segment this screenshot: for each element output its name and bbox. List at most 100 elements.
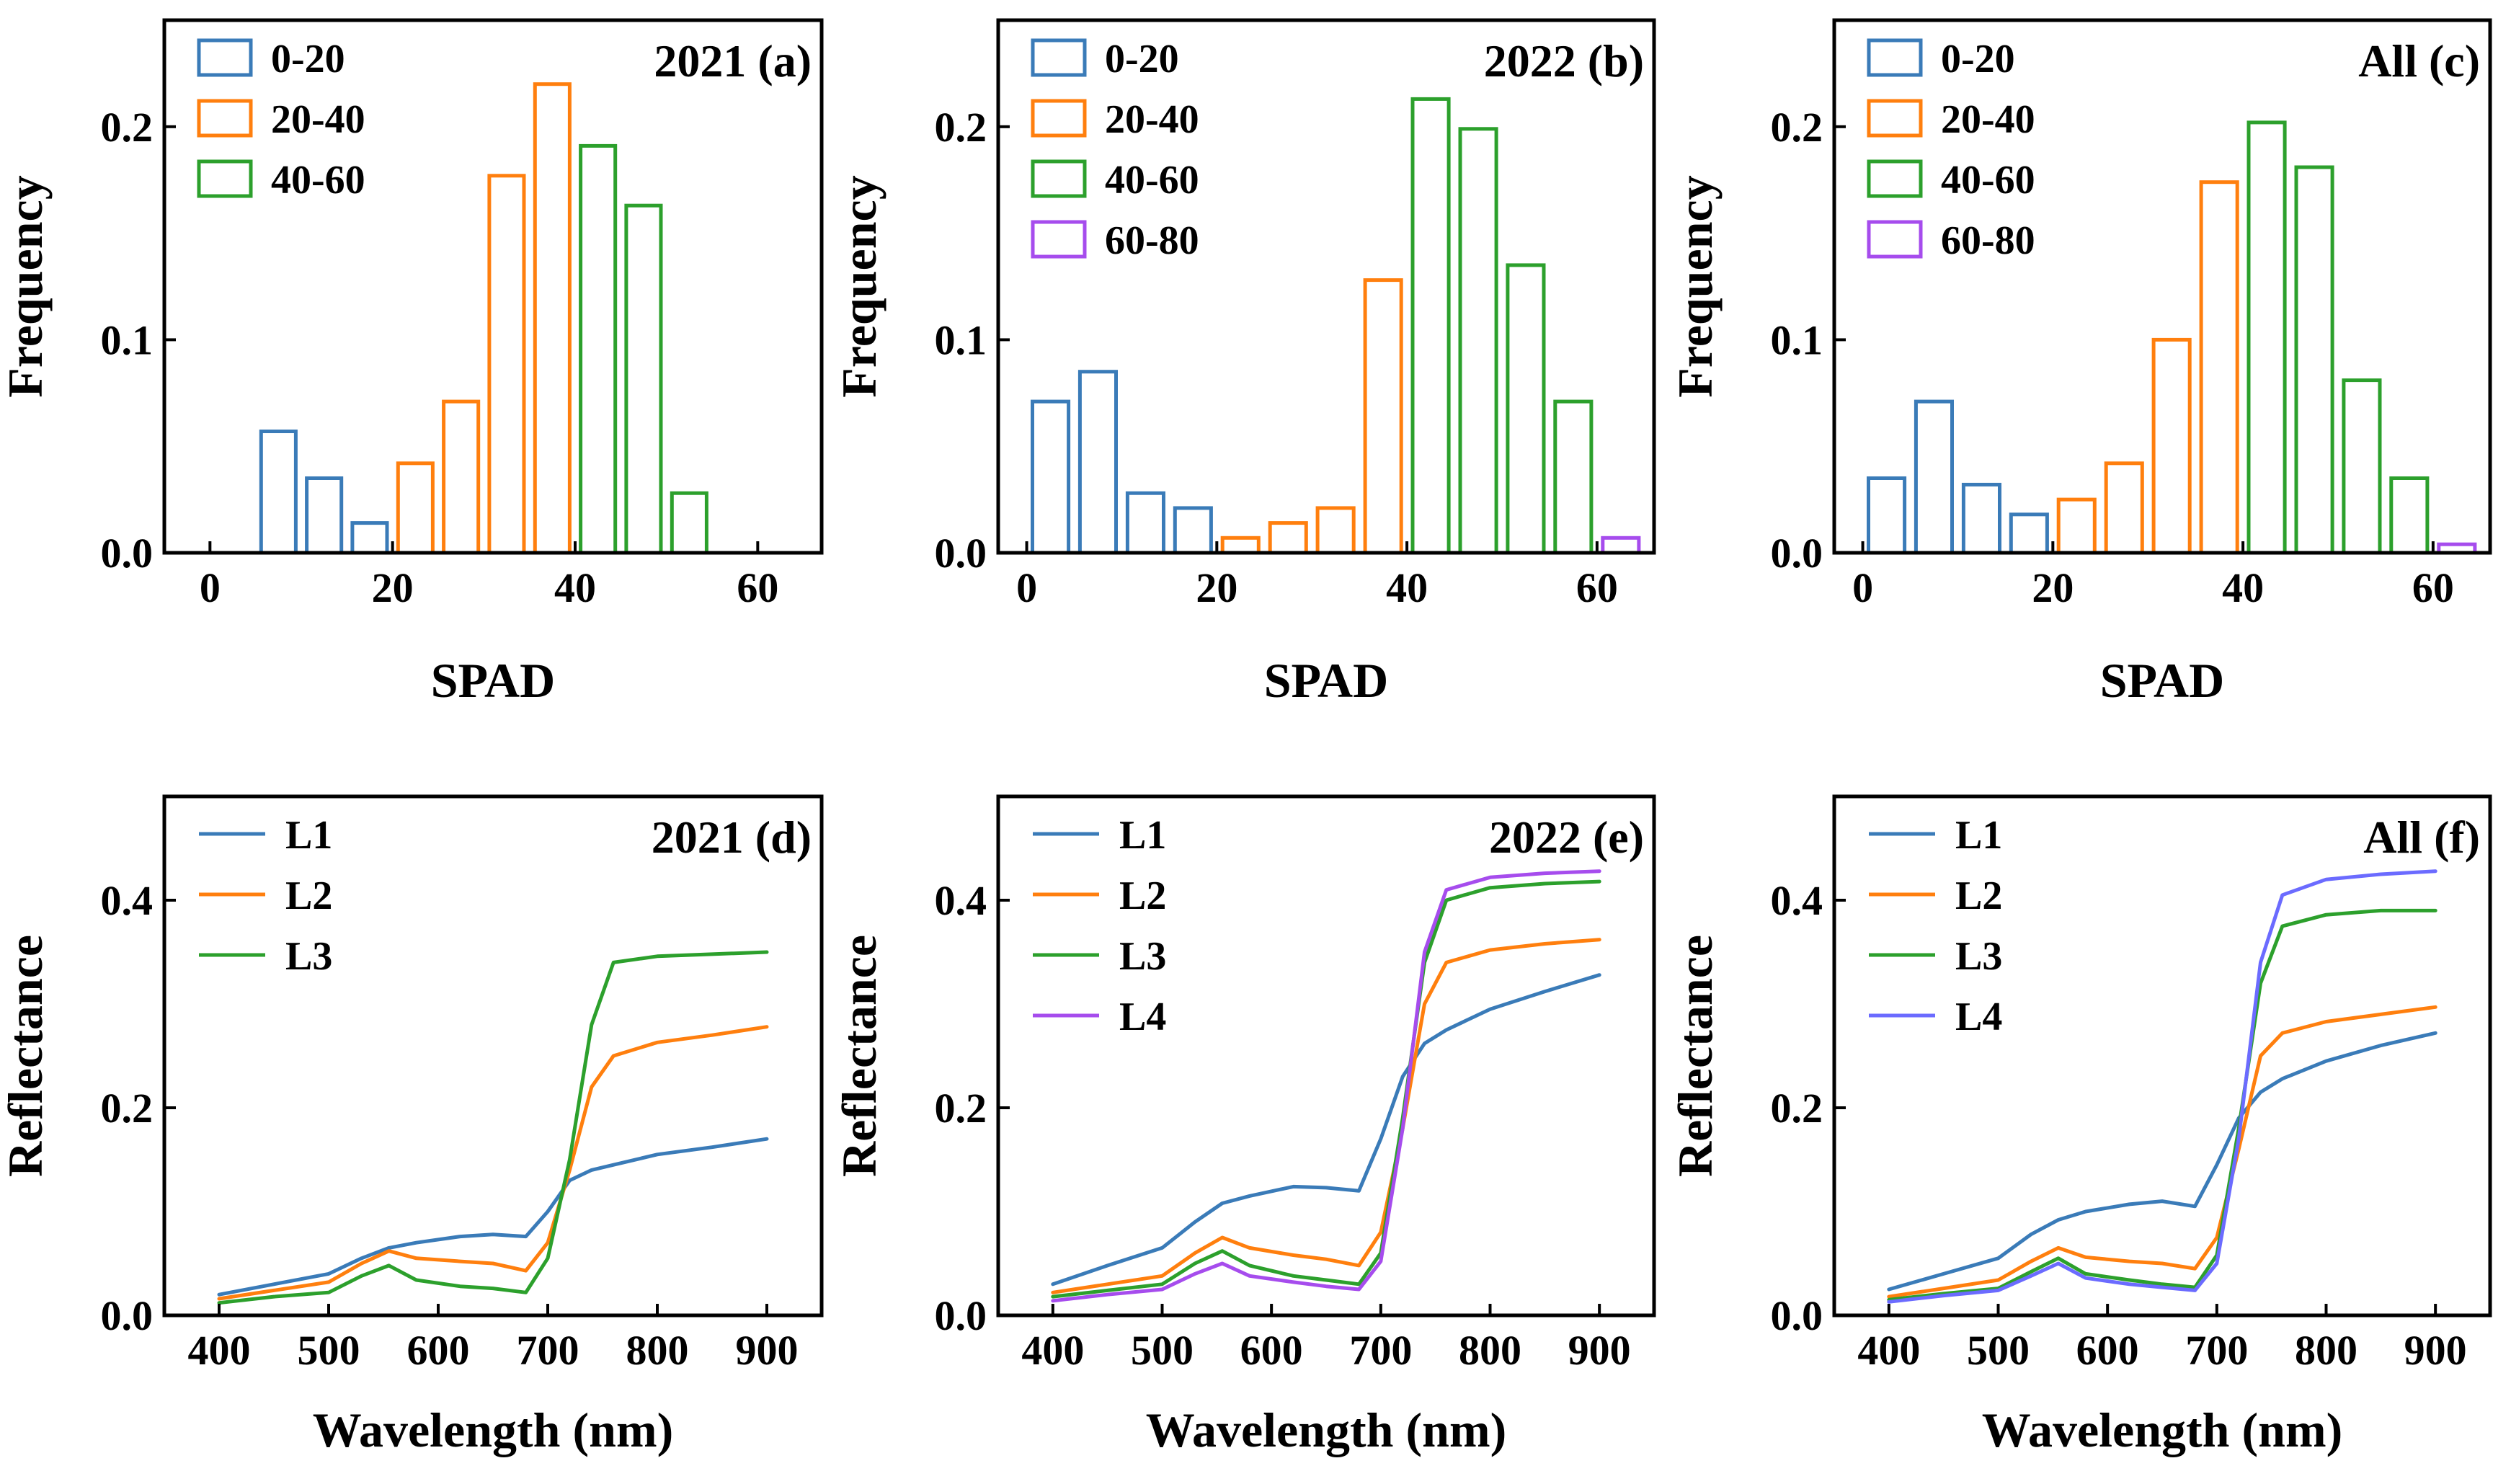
y-tick-label-b-2: 0.2 (935, 104, 987, 151)
x-tick-label-e-1: 500 (1131, 1327, 1194, 1374)
y-tick-label-a-0: 0.0 (101, 530, 154, 577)
x-tick-label-d-4: 800 (626, 1327, 689, 1374)
legend-label-f-1: L2 (1955, 874, 2002, 918)
x-tick-label-d-0: 400 (188, 1327, 251, 1374)
x-axis-label-b: SPAD (1264, 653, 1389, 708)
legend-label-f-2: L3 (1955, 934, 2002, 979)
bar-a-9 (670, 491, 708, 555)
bar-b-8 (1410, 97, 1451, 555)
x-tick-label-e-2: 600 (1240, 1327, 1303, 1374)
legend-label-a-1: 20-40 (271, 97, 365, 142)
legend-label-a-0: 0-20 (271, 37, 345, 81)
bar-b-7 (1363, 278, 1403, 555)
x-tick-label-c-1: 20 (2032, 564, 2074, 611)
legend-label-e-2: L3 (1119, 934, 1166, 979)
legend-label-e-1: L2 (1119, 874, 1166, 918)
panel-title-a: 2021 (a) (654, 35, 812, 86)
x-tick-label-b-2: 40 (1386, 564, 1428, 611)
legend-label-b-1: 20-40 (1105, 97, 1199, 142)
panel-title-e: 2022 (e) (1489, 812, 1644, 863)
legend-swatch-b-2 (1031, 159, 1087, 198)
x-tick-label-c-3: 60 (2412, 564, 2454, 611)
y-tick-label-c-0: 0.0 (1771, 530, 1823, 577)
lines-f (1887, 869, 2437, 1304)
bar-a-8 (624, 203, 663, 555)
y-axis-label-f: Reflectance (1668, 935, 1723, 1177)
panel-b: 0 20 40 60 0.0 0.1 0.2 SPAD Frequency 2022 (b) 0-2… (832, 18, 1656, 708)
bar-c-2 (1961, 482, 2001, 555)
legend-label-a-2: 40-60 (271, 158, 365, 203)
x-tick-label-a-1: 20 (372, 564, 414, 611)
bar-c-5 (2104, 461, 2144, 555)
y-tick-label-f-2: 0.4 (1771, 877, 1823, 924)
y-tick-label-e-1: 0.2 (935, 1085, 987, 1132)
legend-label-c-1: 20-40 (1941, 97, 2035, 142)
x-tick-label-f-2: 600 (2076, 1327, 2139, 1374)
y-tick-label-d-1: 0.2 (101, 1085, 154, 1132)
x-tick-label-a-0: 0 (200, 564, 221, 611)
series-line-f-l2 (1887, 1005, 2437, 1299)
bar-c-3 (2009, 512, 2049, 555)
bar-b-0 (1031, 399, 1071, 555)
series-line-f-l4 (1887, 869, 2437, 1304)
legend-swatch-b-1 (1031, 99, 1087, 138)
y-axis-label-b: Frequency (832, 175, 886, 398)
legend-d: L1 L2 L3 (199, 813, 332, 979)
axes-frame-f (1832, 794, 2492, 1318)
legend-label-e-0: L1 (1119, 813, 1166, 858)
x-tick-label-c-2: 40 (2222, 564, 2264, 611)
legend-label-c-0: 0-20 (1941, 37, 2015, 81)
bar-b-9 (1458, 127, 1498, 555)
y-tick-label-e-0: 0.0 (935, 1292, 987, 1339)
y-axis-label-c: Frequency (1668, 175, 1723, 398)
series-line-e-l1 (1051, 973, 1601, 1287)
axes-frame-b (996, 18, 1656, 555)
series-line-d-l3 (217, 950, 769, 1305)
y-axis-label-a: Frequency (0, 175, 53, 398)
x-tick-label-c-0: 0 (1852, 564, 1873, 611)
y-tick-label-a-1: 0.1 (101, 316, 154, 363)
bar-c-4 (2056, 497, 2097, 555)
legend-f: L1 L2 L3 L4 (1869, 813, 2002, 1039)
y-tick-label-f-1: 0.2 (1771, 1085, 1823, 1132)
y-axis-label-e: Reflectance (832, 935, 886, 1177)
x-axis-label-e: Wavelength (nm) (1146, 1403, 1507, 1457)
panel-title-b: 2022 (b) (1484, 35, 1644, 86)
bar-a-2 (350, 521, 389, 555)
x-axis-label-f: Wavelength (nm) (1982, 1403, 2343, 1457)
y-tick-label-b-1: 0.1 (935, 316, 987, 363)
bar-c-11 (2389, 476, 2430, 555)
legend-label-f-3: L4 (1955, 995, 2002, 1039)
legend-label-b-3: 60-80 (1105, 218, 1199, 263)
x-tick-label-d-2: 600 (407, 1327, 470, 1374)
bar-c-9 (2294, 165, 2334, 555)
bar-b-2 (1125, 491, 1166, 555)
x-tick-label-b-0: 0 (1016, 564, 1037, 611)
bar-b-12 (1601, 536, 1641, 555)
legend-a: 0-20 20-40 40-60 (197, 37, 365, 203)
series-line-d-l1 (217, 1137, 769, 1297)
panel-d: 400 500 600 700 800 900 0.0 0.2 0.4 Wavelength (n… (0, 794, 824, 1457)
x-tick-label-e-4: 800 (1459, 1327, 1521, 1374)
x-tick-label-f-0: 400 (1857, 1327, 1920, 1374)
bar-a-4 (442, 399, 481, 555)
bar-c-1 (1914, 399, 1954, 555)
x-tick-label-e-5: 900 (1568, 1327, 1631, 1374)
series-line-d-l2 (217, 1025, 769, 1301)
legend-b: 0-20 20-40 40-60 60-80 (1031, 37, 1199, 263)
legend-label-b-0: 0-20 (1105, 37, 1179, 81)
y-tick-label-f-0: 0.0 (1771, 1292, 1823, 1339)
axes-frame-c (1832, 18, 2492, 555)
panel-title-d: 2021 (d) (652, 812, 812, 863)
bar-b-4 (1220, 536, 1261, 555)
x-tick-label-d-5: 900 (736, 1327, 799, 1374)
legend-swatch-b-0 (1031, 38, 1087, 77)
x-tick-label-d-3: 700 (517, 1327, 579, 1374)
bar-b-6 (1315, 506, 1356, 555)
axes-frame-a (162, 18, 824, 555)
lines-d (217, 950, 769, 1305)
y-tick-label-b-0: 0.0 (935, 530, 987, 577)
axes-frame-e (996, 794, 1656, 1318)
bar-b-5 (1268, 521, 1308, 555)
